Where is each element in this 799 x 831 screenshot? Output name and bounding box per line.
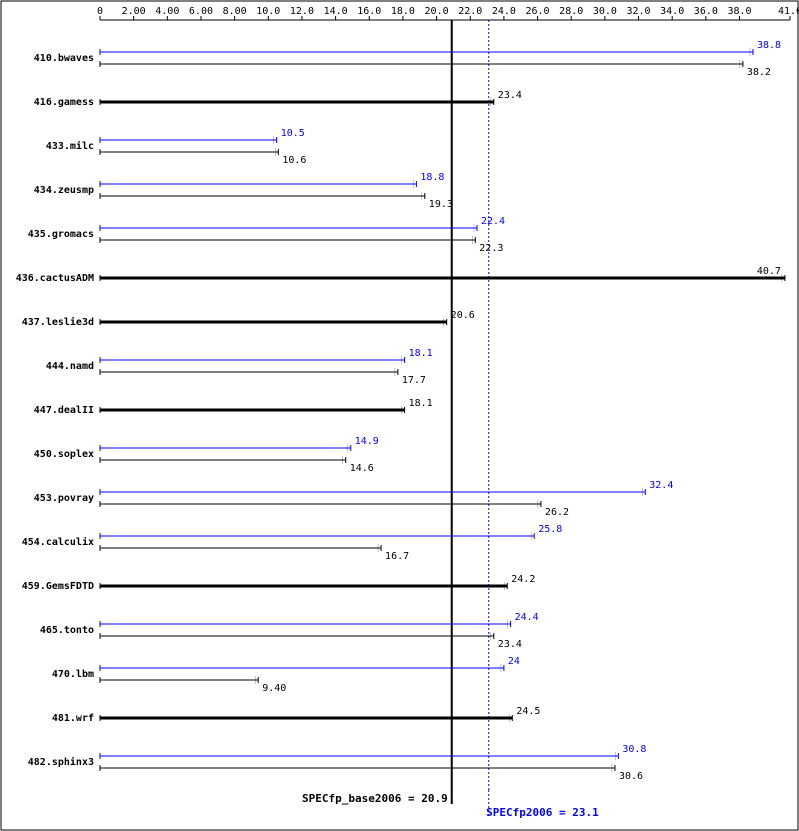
- benchmark-label: 482.sphinx3: [28, 756, 94, 768]
- bar-value-label: 14.9: [355, 436, 379, 447]
- summary-base-label: SPECfp_base2006 = 20.9: [302, 792, 448, 805]
- x-axis-tick-label: 41.0: [778, 6, 799, 17]
- bar-value-label: 10.6: [282, 155, 306, 166]
- bar-value-label: 23.4: [498, 639, 522, 650]
- x-axis-tick-label: 18.0: [391, 6, 415, 17]
- x-axis-tick-label: 24.0: [492, 6, 516, 17]
- bar-value-label: 18.1: [409, 348, 433, 359]
- bar-value-label: 32.4: [649, 480, 673, 491]
- benchmark-label: 454.calculix: [22, 536, 94, 548]
- bar-value-label: 24: [508, 656, 520, 667]
- benchmark-label: 410.bwaves: [34, 53, 94, 64]
- bar-value-label: 10.5: [281, 128, 305, 139]
- bar-value-label: 14.6: [350, 463, 374, 474]
- x-axis-tick-label: 14.0: [324, 6, 348, 17]
- x-axis-tick-label: 8.00: [223, 6, 247, 17]
- x-axis-tick-label: 36.0: [694, 6, 718, 17]
- x-axis-tick-label: 0: [97, 6, 103, 17]
- bar-value-label: 18.1: [409, 398, 433, 409]
- x-axis-tick-label: 16.0: [357, 6, 381, 17]
- chart-svg: 0 2.00 4.00 6.00 8.00 10.0 12.0 14.0 16.0 18.0 20.…: [0, 0, 799, 831]
- bar-value-label: 19.3: [429, 199, 453, 210]
- benchmark-label: 433.milc: [46, 140, 94, 152]
- x-axis-tick-label: 6.00: [189, 6, 213, 17]
- bar-value-label: 24.5: [516, 706, 540, 717]
- bar-value-label: 22.3: [479, 243, 503, 254]
- benchmark-label: 447.dealII: [34, 405, 94, 416]
- benchmark-label: 437.leslie3d: [22, 316, 94, 328]
- benchmark-label: 434.zeusmp: [34, 185, 94, 196]
- benchmark-label: 436.cactusADM: [16, 273, 94, 284]
- benchmark-label: 470.lbm: [52, 669, 94, 680]
- benchmark-label: 459.GemsFDTD: [22, 581, 94, 592]
- summary-peak-label: SPECfp2006 = 23.1: [486, 806, 599, 819]
- x-axis-tick-label: 34.0: [660, 6, 684, 17]
- bar-value-label: 40.7: [757, 266, 781, 277]
- benchmark-label: 435.gromacs: [28, 229, 94, 240]
- bar-value-label: 16.7: [385, 551, 409, 562]
- bar-value-label: 18.8: [420, 172, 444, 183]
- benchmark-label: 481.wrf: [52, 713, 94, 724]
- bar-value-label: 24.4: [515, 612, 539, 623]
- x-axis-tick-label: 2.00: [122, 6, 146, 17]
- x-axis-tick-label: 38.0: [727, 6, 751, 17]
- x-axis-tick-label: 4.00: [155, 6, 179, 17]
- x-axis-tick-label: 26.0: [526, 6, 550, 17]
- spec-benchmark-chart: 0 2.00 4.00 6.00 8.00 10.0 12.0 14.0 16.0 18.0 20.…: [0, 0, 799, 831]
- bar-value-label: 38.8: [757, 40, 781, 51]
- chart-border: [1, 1, 798, 830]
- bar-value-label: 38.2: [747, 67, 771, 78]
- benchmark-label: 453.povray: [34, 493, 94, 504]
- x-axis-tick-label: 28.0: [559, 6, 583, 17]
- benchmark-label: 465.tonto: [40, 625, 94, 636]
- bar-value-label: 17.7: [402, 375, 426, 386]
- x-axis-tick-label: 32.0: [626, 6, 650, 17]
- x-axis-tick-label: 20.0: [425, 6, 449, 17]
- x-axis-tick-label: 22.0: [458, 6, 482, 17]
- bar-value-label: 20.6: [451, 310, 475, 321]
- bar-value-label: 9.40: [262, 683, 286, 694]
- bar-value-label: 22.4: [481, 216, 505, 227]
- bar-value-label: 24.2: [511, 574, 535, 585]
- benchmark-label: 444.namd: [46, 361, 94, 372]
- bar-value-label: 23.4: [498, 90, 522, 101]
- benchmark-label: 450.soplex: [34, 449, 94, 460]
- x-axis-tick-label: 12.0: [290, 6, 314, 17]
- bar-value-label: 30.6: [619, 771, 643, 782]
- x-axis-tick-label: 10.0: [256, 6, 280, 17]
- x-axis-tick-label: 30.0: [593, 6, 617, 17]
- bar-value-label: 26.2: [545, 507, 569, 518]
- benchmark-label: 416.gamess: [34, 97, 94, 108]
- bar-value-label: 25.8: [538, 524, 562, 535]
- bar-value-label: 30.8: [622, 744, 646, 755]
